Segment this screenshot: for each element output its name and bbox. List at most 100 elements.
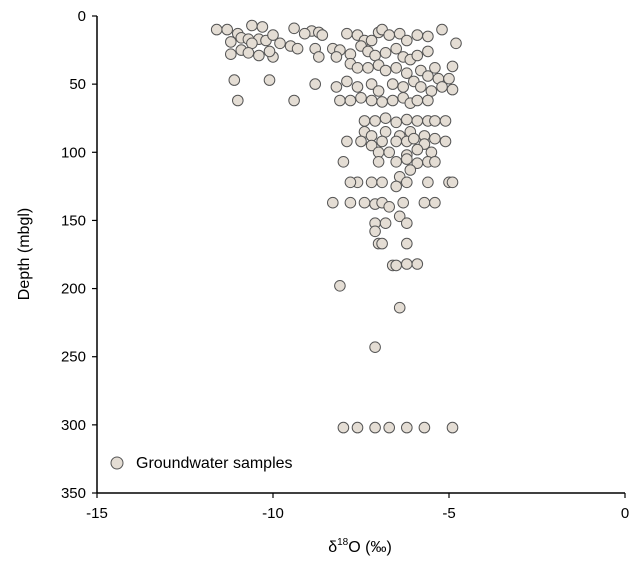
data-point	[341, 27, 353, 40]
data-point	[422, 176, 434, 189]
data-point	[436, 81, 448, 93]
data-point	[390, 135, 403, 148]
data-point	[288, 22, 300, 35]
data-point	[263, 74, 276, 86]
y-tick-label: 0	[78, 8, 86, 25]
data-point	[365, 94, 378, 107]
data-point	[365, 130, 378, 142]
data-point	[411, 29, 424, 41]
data-point	[316, 29, 329, 41]
data-point	[446, 60, 459, 73]
data-point	[386, 94, 399, 107]
data-point	[369, 421, 381, 434]
x-axis-title-superscript: 18	[337, 537, 349, 548]
data-point	[408, 132, 420, 145]
data-point	[369, 115, 381, 127]
y-tick-label: 150	[61, 212, 86, 229]
x-tick-label: -10	[262, 505, 284, 522]
y-tick-label: 200	[61, 281, 86, 298]
data-point	[355, 92, 367, 104]
data-point	[436, 23, 448, 36]
data-point	[393, 301, 406, 314]
data-point	[334, 94, 346, 107]
x-tick-label: -5	[442, 505, 455, 522]
data-point	[401, 153, 413, 165]
data-point	[327, 196, 339, 209]
data-point	[401, 421, 413, 434]
data-point	[383, 201, 396, 213]
y-tick-label: 350	[61, 485, 86, 502]
data-point	[422, 30, 434, 43]
data-point	[288, 94, 300, 107]
data-point	[401, 176, 413, 189]
data-point	[401, 217, 413, 229]
x-tick-label: 0	[621, 505, 629, 522]
data-point	[291, 42, 304, 55]
x-axis-title-suffix: O (‰)	[348, 539, 392, 556]
data-point	[429, 115, 441, 127]
data-point	[383, 421, 396, 434]
data-point	[379, 112, 392, 124]
x-axis-title-prefix: δ	[328, 539, 337, 556]
data-point	[267, 29, 279, 41]
data-point	[334, 280, 346, 292]
data-point	[379, 217, 392, 229]
data-point	[376, 237, 388, 250]
data-point	[358, 196, 371, 209]
data-point	[274, 37, 286, 50]
data-point	[390, 42, 403, 55]
data-point	[411, 115, 424, 127]
data-point	[411, 49, 424, 62]
legend-label: Groundwater samples	[136, 455, 293, 472]
legend: Groundwater samples	[110, 455, 293, 472]
y-tick-label: 50	[69, 76, 86, 93]
data-point	[390, 180, 403, 193]
data-point	[228, 74, 241, 86]
data-point	[401, 237, 413, 250]
x-axis-title: δ18O (‰)	[328, 537, 392, 556]
data-point	[246, 19, 258, 32]
data-point	[429, 156, 441, 168]
data-point	[390, 259, 403, 272]
data-point	[446, 421, 459, 434]
data-point	[344, 196, 357, 209]
data-point	[298, 27, 311, 40]
data-point	[446, 83, 459, 96]
data-point	[379, 47, 392, 59]
data-point	[404, 164, 417, 176]
data-point	[358, 115, 371, 127]
data-point	[344, 176, 357, 189]
data-point	[429, 132, 441, 145]
data-point	[422, 45, 434, 58]
data-point	[256, 21, 269, 33]
data-point	[210, 23, 223, 36]
data-point	[439, 135, 452, 148]
data-point	[369, 225, 381, 238]
data-point	[263, 45, 276, 58]
data-point	[337, 156, 350, 168]
data-point	[341, 75, 353, 88]
data-point	[225, 36, 237, 48]
data-point	[393, 210, 406, 223]
data-point	[344, 94, 357, 107]
data-point	[372, 156, 385, 168]
data-point	[309, 78, 322, 90]
data-point	[411, 143, 424, 156]
data-point	[369, 49, 381, 62]
data-point	[365, 139, 378, 152]
data-point	[397, 81, 410, 93]
points-layer	[210, 19, 462, 434]
data-point	[365, 176, 378, 189]
data-point	[393, 27, 406, 40]
data-point	[330, 51, 343, 63]
data-point	[443, 72, 455, 85]
data-point	[337, 421, 350, 434]
data-point	[221, 23, 233, 36]
y-tick-label: 300	[61, 417, 86, 434]
y-tick-label: 250	[61, 349, 86, 366]
axes-layer: 0 50 100 150 200 250 300 350-15 -10 -5 0	[61, 8, 629, 522]
data-point	[422, 94, 434, 107]
data-point	[379, 64, 392, 77]
